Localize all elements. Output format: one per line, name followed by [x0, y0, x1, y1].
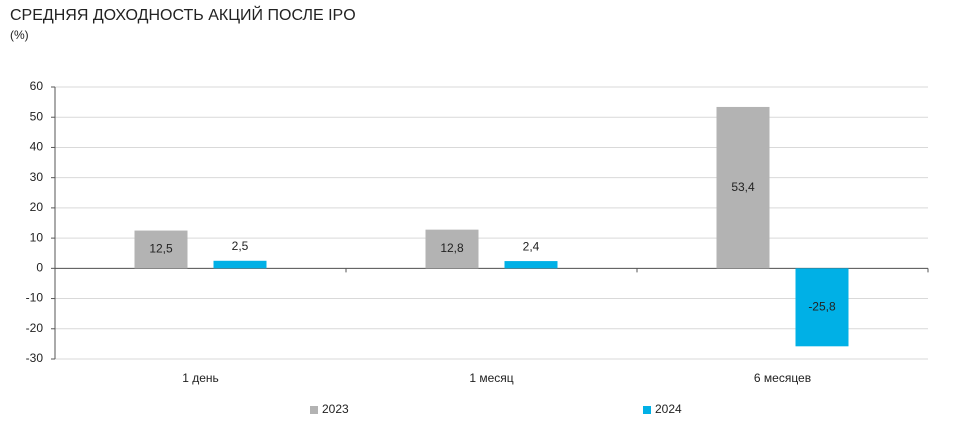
legend-label: 2023 — [322, 402, 349, 416]
y-tick-label: -10 — [26, 291, 44, 305]
chart-title: СРЕДНЯЯ ДОХОДНОСТЬ АКЦИЙ ПОСЛЕ IPO — [10, 5, 356, 24]
value-label: 12,5 — [149, 242, 173, 256]
bar — [716, 106, 770, 269]
chart-subtitle: (%) — [10, 28, 29, 42]
value-label: 2,5 — [232, 239, 249, 253]
y-tick-label: 20 — [30, 200, 44, 214]
legend-swatch — [310, 406, 318, 414]
y-tick-label: -20 — [26, 321, 44, 335]
y-tick-label: 0 — [36, 261, 43, 275]
value-label: 53,4 — [731, 180, 755, 194]
y-tick-label: 40 — [30, 140, 44, 154]
legend-label: 2024 — [655, 402, 682, 416]
y-tick-label: 50 — [30, 109, 44, 123]
y-tick-label: 60 — [30, 79, 44, 93]
y-tick-label: -30 — [26, 351, 44, 365]
y-tick-label: 30 — [30, 170, 44, 184]
value-label: 12,8 — [440, 241, 464, 255]
bar — [213, 260, 267, 269]
bar — [795, 268, 849, 347]
value-label: 2,4 — [523, 239, 540, 253]
legend-swatch — [643, 406, 651, 414]
bar — [425, 229, 479, 269]
value-label: -25,8 — [808, 299, 836, 313]
x-tick-label: 1 месяц — [469, 371, 513, 385]
bar — [504, 261, 558, 269]
y-tick-label: 10 — [30, 230, 44, 244]
x-tick-label: 1 день — [182, 371, 219, 385]
bar — [134, 230, 188, 269]
x-tick-label: 6 месяцев — [754, 371, 811, 385]
